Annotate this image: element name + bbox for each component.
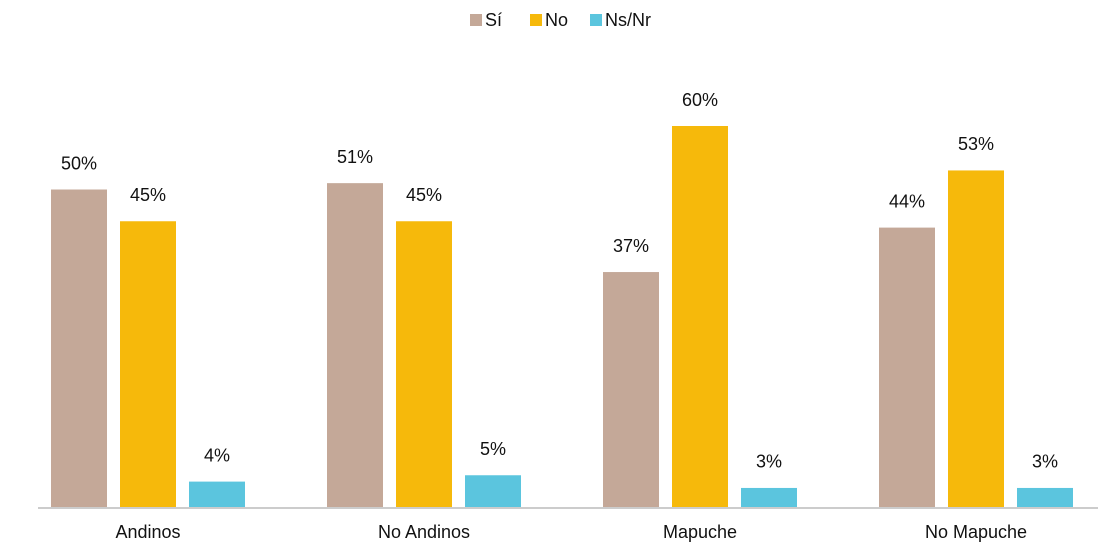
- x-tick-label: No Andinos: [378, 522, 470, 542]
- data-label: 50%: [61, 153, 97, 173]
- bar: [603, 272, 659, 507]
- data-label: 51%: [337, 147, 373, 167]
- data-label: 45%: [406, 185, 442, 205]
- data-label: 37%: [613, 236, 649, 256]
- data-label: 4%: [204, 445, 230, 465]
- data-label: 44%: [889, 191, 925, 211]
- x-tick-label: No Mapuche: [925, 522, 1027, 542]
- x-tick-label: Andinos: [115, 522, 180, 542]
- legend-swatch: [530, 14, 542, 26]
- bar: [189, 481, 245, 507]
- bar: [948, 170, 1004, 507]
- bar: [120, 221, 176, 507]
- bar: [465, 475, 521, 507]
- legend-label: No: [545, 10, 568, 30]
- data-label: 3%: [1032, 452, 1058, 472]
- legend-swatch: [470, 14, 482, 26]
- bar: [879, 227, 935, 507]
- bar: [51, 189, 107, 507]
- legend-label: Ns/Nr: [605, 10, 651, 30]
- bar: [672, 126, 728, 507]
- data-label: 5%: [480, 439, 506, 459]
- data-label: 53%: [958, 134, 994, 154]
- legend-swatch: [590, 14, 602, 26]
- x-tick-label: Mapuche: [663, 522, 737, 542]
- bar: [327, 183, 383, 507]
- data-label: 45%: [130, 185, 166, 205]
- bar: [396, 221, 452, 507]
- bar: [1017, 487, 1073, 507]
- data-label: 3%: [756, 452, 782, 472]
- bar: [741, 487, 797, 507]
- legend-label: Sí: [485, 10, 502, 30]
- data-label: 60%: [682, 90, 718, 110]
